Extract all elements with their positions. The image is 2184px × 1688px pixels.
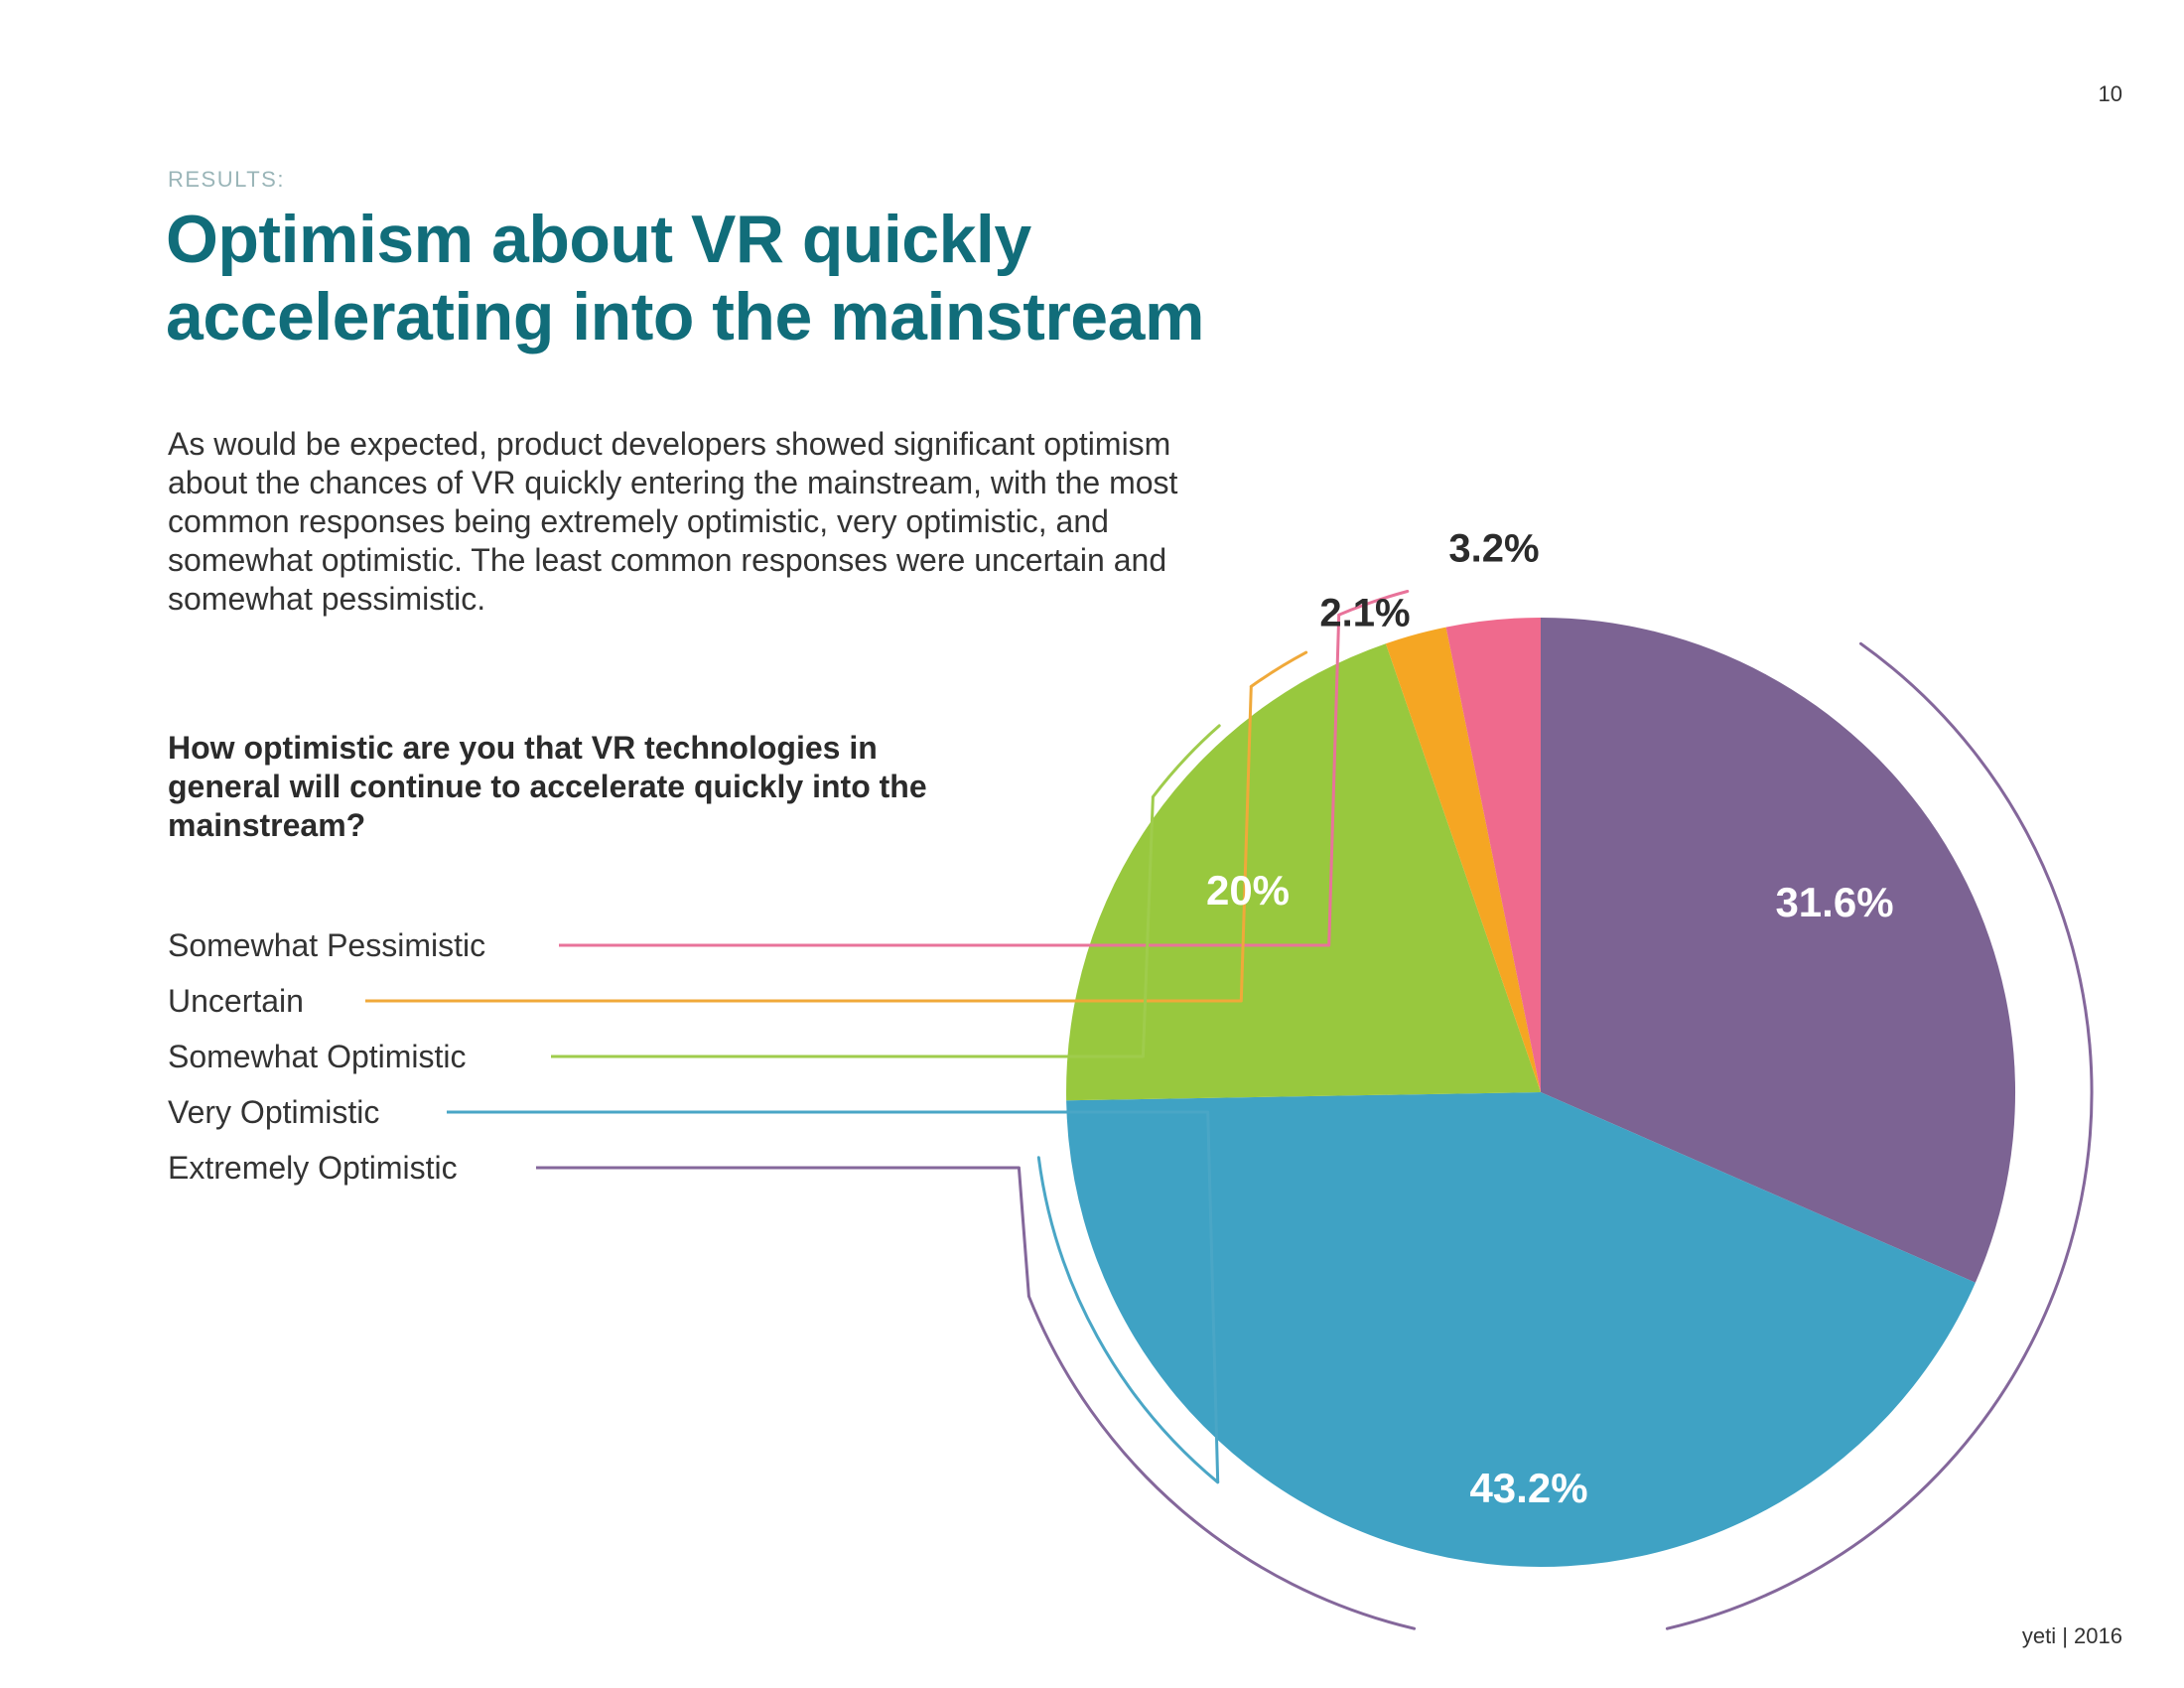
legend-item-extremely-optimistic: Extremely Optimistic bbox=[168, 1150, 458, 1186]
guide-arc-very-optimistic-3 bbox=[1036, 1156, 1220, 1484]
legend-connector-very-optimistic bbox=[447, 1110, 1220, 1482]
legend-connector-extremely-optimistic bbox=[536, 1166, 1030, 1297]
legend-item-somewhat-pessimistic: Somewhat Pessimistic bbox=[168, 927, 486, 963]
page-number: 10 bbox=[2098, 81, 2122, 106]
legend-item-very-optimistic: Very Optimistic bbox=[168, 1094, 380, 1130]
guide-arc-somewhat-pessimistic-0 bbox=[1337, 590, 1410, 617]
page-title-line-1: Optimism about VR quickly bbox=[166, 202, 1031, 277]
guide-arc-uncertain-1 bbox=[1249, 650, 1308, 688]
body-paragraph: As would be expected, product developers… bbox=[168, 426, 1178, 617]
page-title: Optimism about VR quickly accelerating i… bbox=[166, 201, 1337, 355]
data-label-very-optimistic: 43.2% bbox=[1469, 1465, 1587, 1511]
footer-brand: yeti | 2016 bbox=[2021, 1623, 2122, 1648]
legend-item-somewhat-optimistic: Somewhat Optimistic bbox=[168, 1039, 467, 1074]
legend-item-uncertain: Uncertain bbox=[168, 983, 304, 1019]
chart-legend: Somewhat Pessimistic Uncertain Somewhat … bbox=[168, 924, 485, 1202]
legend-connector-somewhat-optimistic bbox=[551, 796, 1155, 1058]
data-label-somewhat-pessimistic: 3.2% bbox=[1448, 527, 1539, 571]
pie-slice-somewhat-optimistic bbox=[1066, 643, 1541, 1101]
legend-connector-uncertain bbox=[365, 686, 1253, 1003]
guide-arc-extremely-optimistic-4 bbox=[1665, 641, 2094, 1630]
pie-slice-very-optimistic bbox=[1066, 1092, 1976, 1567]
section-eyebrow: RESULTS: bbox=[168, 167, 285, 192]
survey-question: How optimistic are you that VR technolog… bbox=[168, 730, 927, 843]
pie-slice-somewhat-pessimistic bbox=[1445, 618, 1541, 1092]
legend-connector-somewhat-pessimistic bbox=[559, 615, 1341, 947]
page-title-line-2: accelerating into the mainstream bbox=[166, 279, 1204, 354]
data-label-extremely-optimistic: 31.6% bbox=[1775, 879, 1893, 925]
guide-arc-somewhat-optimistic-2 bbox=[1151, 724, 1221, 798]
pie-slice-uncertain bbox=[1385, 627, 1541, 1092]
pie-slice-extremely-optimistic bbox=[1541, 618, 2016, 1283]
guide-arc-extremely-optimistic-5 bbox=[1026, 1295, 1417, 1630]
data-label-uncertain: 2.1% bbox=[1319, 592, 1410, 635]
data-label-somewhat-optimistic: 20% bbox=[1206, 867, 1290, 914]
